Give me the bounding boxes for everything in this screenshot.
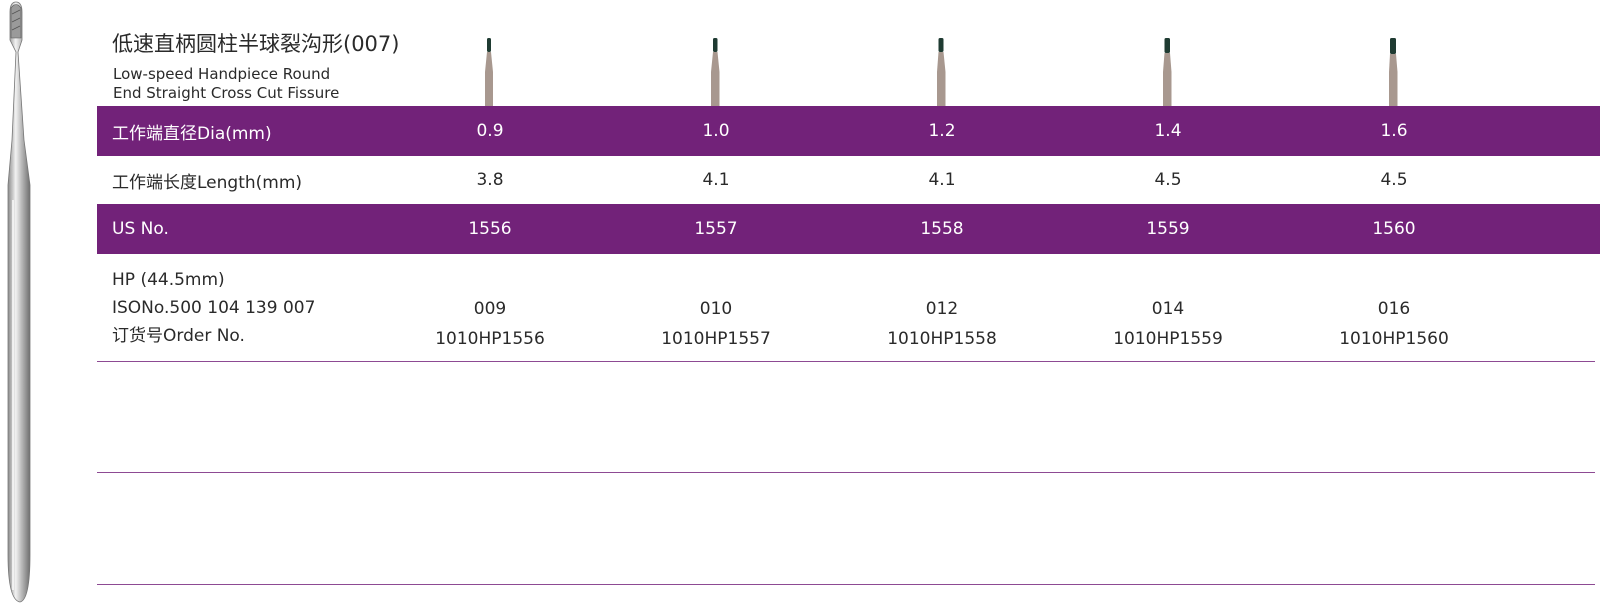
table-cell: 1558 — [920, 219, 964, 239]
product-title-en: Low-speed Handpiece Round End Straight C… — [113, 65, 339, 103]
iso-code: 016 — [1377, 299, 1411, 319]
table-cell: 1557 — [694, 219, 738, 239]
table-cell-order: 009 1010HP1556 — [410, 294, 570, 354]
table-cell: 4.1 — [928, 170, 956, 190]
row-label-hp: HP (44.5mm) — [112, 270, 225, 290]
divider-line — [97, 361, 1595, 362]
row-label-order: HP (44.5mm) ISONo.500 104 139 007 订货号Ord… — [112, 266, 315, 350]
table-cell: 4.1 — [702, 170, 730, 190]
table-cell: 1.6 — [1380, 121, 1408, 141]
order-number: 1010HP1559 — [1113, 329, 1223, 349]
table-cell: 1560 — [1372, 219, 1416, 239]
row-label-iso: ISONo.500 104 139 007 — [112, 298, 316, 318]
table-row-length: 工作端长度Length(mm) 3.8 4.1 4.1 4.5 4.5 — [0, 156, 1600, 204]
divider-line — [97, 584, 1595, 585]
table-cell: 1556 — [468, 219, 512, 239]
product-title-zh: 低速直柄圆柱半球裂沟形(007) — [112, 32, 400, 56]
table-cell: 1.2 — [928, 121, 956, 141]
product-title-en-line2: End Straight Cross Cut Fissure — [113, 84, 340, 102]
row-label-order-no: 订货号Order No. — [112, 326, 245, 346]
table-row-dia: 工作端直径Dia(mm) 0.9 1.0 1.2 1.4 1.6 — [0, 106, 1600, 156]
table-cell: 0.9 — [476, 121, 504, 141]
table-cell: 3.8 — [476, 170, 504, 190]
table-cell-order: 010 1010HP1557 — [636, 294, 796, 354]
header-band-dia — [97, 106, 1600, 156]
table-cell: 4.5 — [1154, 170, 1182, 190]
iso-code: 014 — [1151, 299, 1185, 319]
table-cell-order: 012 1010HP1558 — [862, 294, 1022, 354]
order-number: 1010HP1556 — [435, 329, 545, 349]
table-row-us: US No. 1556 1557 1558 1559 1560 — [0, 204, 1600, 254]
table-cell: 4.5 — [1380, 170, 1408, 190]
table-cell: 1.4 — [1154, 121, 1182, 141]
iso-code: 010 — [699, 299, 733, 319]
row-label-dia: 工作端直径Dia(mm) — [112, 123, 272, 144]
iso-code: 009 — [473, 299, 507, 319]
divider-line — [97, 472, 1595, 473]
table-cell-order: 016 1010HP1560 — [1314, 294, 1474, 354]
product-title-en-line1: Low-speed Handpiece Round — [113, 65, 331, 83]
bur-head-icon — [711, 38, 720, 106]
order-number: 1010HP1560 — [1339, 329, 1449, 349]
bur-shank-illustration — [7, 1, 31, 603]
table-cell: 1.0 — [702, 121, 730, 141]
bur-head-icon — [485, 38, 493, 106]
bur-head-icon — [1389, 38, 1398, 106]
order-number: 1010HP1557 — [661, 329, 771, 349]
table-cell: 1559 — [1146, 219, 1190, 239]
row-label-length: 工作端长度Length(mm) — [112, 172, 303, 193]
bur-head-icon — [1163, 38, 1172, 106]
row-label-us: US No. — [112, 219, 169, 239]
table-cell-order: 014 1010HP1559 — [1088, 294, 1248, 354]
header-band-us — [97, 204, 1600, 254]
order-number: 1010HP1558 — [887, 329, 997, 349]
bur-head-icon — [937, 38, 946, 106]
iso-code: 012 — [925, 299, 959, 319]
